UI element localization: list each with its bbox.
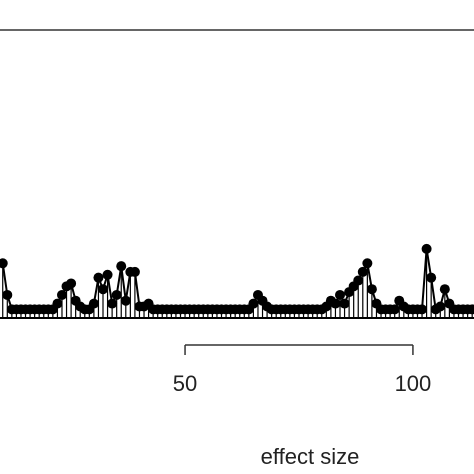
point [248,298,259,309]
point [66,278,77,289]
point [339,298,350,309]
point [335,289,346,300]
point [2,289,13,300]
point [111,289,122,300]
point [120,295,131,306]
point [0,258,8,269]
point [362,258,373,269]
point [98,284,109,295]
point [426,272,437,283]
point [439,284,450,295]
point [129,266,140,277]
x-tick-label: 100 [395,371,432,396]
point [102,269,113,280]
point [435,301,446,312]
point [366,284,377,295]
point [52,298,63,309]
x-axis-label: effect size [261,444,360,469]
point [116,261,127,272]
point [417,304,428,315]
point [389,304,400,315]
point [88,298,99,309]
point [357,266,368,277]
point [467,304,474,315]
point [330,298,341,309]
point [56,289,67,300]
point [353,275,364,286]
point [93,272,104,283]
point [421,243,432,254]
x-tick-label: 50 [173,371,197,396]
point [107,298,118,309]
